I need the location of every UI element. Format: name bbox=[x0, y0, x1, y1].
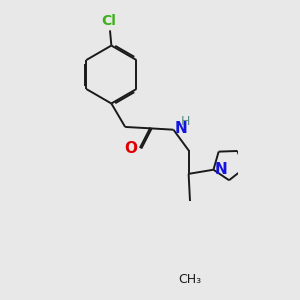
Text: Cl: Cl bbox=[102, 14, 117, 28]
Text: CH₃: CH₃ bbox=[178, 273, 202, 286]
Text: N: N bbox=[215, 162, 228, 177]
Text: H: H bbox=[181, 116, 190, 128]
Text: O: O bbox=[124, 141, 137, 156]
Text: N: N bbox=[175, 122, 187, 136]
